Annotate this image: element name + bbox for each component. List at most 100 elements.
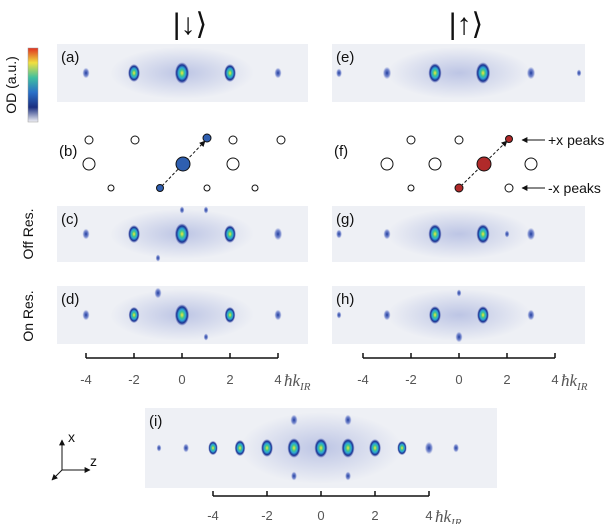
peak: [82, 67, 90, 79]
tick-label: -2: [261, 508, 273, 523]
tick-label: 4: [551, 372, 558, 387]
row-label: Off Res.: [20, 208, 36, 259]
peak: [287, 438, 301, 458]
axis-icon-label: z: [90, 453, 97, 469]
tick-label: -2: [128, 372, 140, 387]
peak: [429, 306, 441, 324]
state-title: |↑⟩: [449, 8, 484, 41]
peak: [128, 306, 140, 324]
tick-label: -4: [80, 372, 92, 387]
unit-label: ħkIR: [284, 371, 311, 393]
state-title: |↓⟩: [173, 8, 208, 41]
peak: [155, 254, 161, 262]
peak: [526, 66, 536, 80]
peak: [183, 443, 189, 453]
tick-label: 2: [503, 372, 510, 387]
peak: [224, 225, 236, 243]
panel-label: (g): [336, 211, 354, 228]
peak: [383, 309, 391, 321]
peak: [274, 309, 282, 321]
peak: [179, 206, 185, 214]
peak: [128, 225, 140, 243]
peak: [527, 309, 535, 321]
unit-main: ħk: [561, 371, 578, 390]
panel-label: (c): [61, 211, 79, 228]
tick-label: -2: [405, 372, 417, 387]
peak: [224, 64, 236, 82]
peak: [174, 223, 190, 245]
peak: [291, 471, 297, 481]
peak: [82, 309, 90, 321]
panel-label: (i): [149, 413, 162, 430]
image-panel: (e): [332, 44, 585, 102]
peak: [174, 62, 190, 84]
tick-label: 0: [317, 508, 324, 523]
peak: [274, 67, 282, 79]
peak: [456, 289, 462, 297]
axis-icon-label: x: [68, 429, 75, 445]
peak: [341, 438, 355, 458]
peak: [424, 441, 434, 455]
tick-label: 0: [455, 372, 462, 387]
peak: [234, 439, 246, 457]
colorbar-label: OD (a.u.): [3, 56, 19, 114]
annotation: +x peaks: [548, 132, 604, 148]
unit-main: ħk: [284, 371, 301, 390]
tick-label: -4: [357, 372, 369, 387]
peak: [576, 69, 582, 77]
peak: [477, 306, 489, 324]
image-panel: (h): [332, 286, 585, 344]
peak: [314, 438, 328, 458]
tick-label: 4: [425, 508, 432, 523]
peak: [382, 66, 392, 80]
peak: [504, 230, 510, 238]
peak: [128, 64, 140, 82]
unit-sub: IR: [299, 381, 311, 393]
peak: [156, 444, 162, 452]
panel-label: (f): [334, 143, 348, 160]
peak: [526, 227, 536, 241]
peak: [428, 63, 442, 83]
peak: [383, 228, 391, 240]
colorbar: [27, 47, 39, 123]
halo: [387, 288, 531, 342]
peak: [290, 414, 298, 426]
peak: [453, 443, 459, 453]
tick-label: 2: [226, 372, 233, 387]
peak: [336, 229, 342, 239]
unit-label: ħkIR: [561, 371, 588, 393]
peak: [224, 306, 236, 324]
peak: [336, 311, 342, 319]
unit-sub: IR: [576, 381, 588, 393]
peak: [208, 440, 218, 456]
peak: [261, 439, 273, 457]
peak: [476, 224, 490, 244]
unit-sub: IR: [450, 517, 462, 524]
peak: [475, 62, 491, 84]
peak: [345, 471, 351, 481]
peak: [203, 206, 209, 214]
peak: [336, 68, 342, 78]
peak: [154, 287, 162, 299]
image-panel: (i): [145, 408, 497, 488]
peak: [369, 439, 381, 457]
peak: [428, 224, 442, 244]
peak: [174, 304, 190, 326]
tick-label: 2: [371, 508, 378, 523]
peak: [203, 333, 209, 341]
image-panel: (c): [57, 206, 308, 262]
tick-label: -4: [207, 508, 219, 523]
image-panel: (g): [332, 206, 585, 262]
image-panel: (d): [57, 286, 308, 344]
panel-label: (a): [61, 49, 79, 66]
peak: [455, 331, 463, 343]
unit-label: ħkIR: [435, 507, 462, 524]
panel-label: (b): [59, 143, 77, 160]
peak: [397, 440, 407, 456]
panel-label: (h): [336, 291, 354, 308]
halo: [387, 46, 531, 100]
row-label: On Res.: [20, 290, 36, 341]
annotation: -x peaks: [548, 180, 601, 196]
